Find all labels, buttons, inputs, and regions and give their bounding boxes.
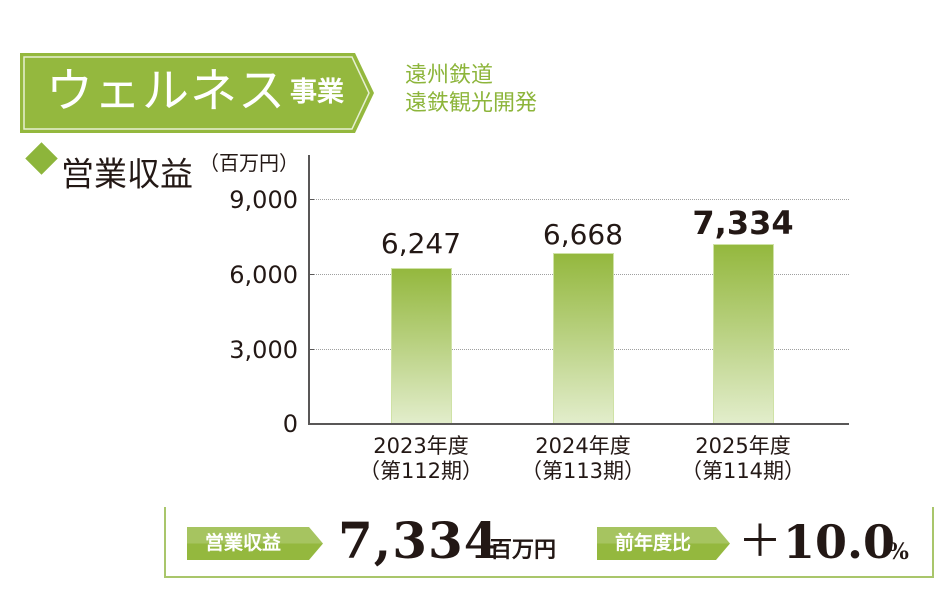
segment-subtitle: 事業: [290, 77, 344, 108]
chart-heading: 営業収益 （百万円）: [22, 142, 299, 196]
company-list: 遠州鉄道 遠鉄観光開発: [405, 62, 537, 118]
bar-2024: [553, 253, 614, 424]
bar-2025: [713, 244, 774, 424]
x-category-label: 2025年度 （第114期）: [663, 434, 823, 484]
y-tick-label: 6,000: [229, 261, 298, 289]
y-tick-label: 9,000: [229, 186, 298, 214]
y-tick: [308, 274, 314, 275]
bar-value-label: 6,247: [380, 227, 462, 260]
summary-box: [164, 507, 934, 578]
category-period: （第112期）: [358, 459, 484, 483]
diamond-bullet-icon: [25, 142, 58, 175]
chart-title: 営業収益: [61, 154, 193, 194]
x-axis: [308, 423, 849, 425]
bar-2023: [391, 268, 452, 424]
x-category-label: 2023年度 （第112期）: [341, 434, 501, 484]
y-tick: [308, 349, 314, 350]
revenue-value: 7,334: [338, 511, 500, 570]
y-tick: [308, 199, 314, 200]
category-year: 2024年度: [535, 434, 631, 458]
y-axis: [308, 155, 310, 425]
revenue-tag: 営業収益: [187, 527, 323, 560]
category-period: （第114期）: [680, 459, 806, 483]
yoy-percent-sign: %: [888, 539, 909, 565]
gridline-9000: [310, 199, 849, 200]
category-year: 2023年度: [373, 434, 469, 458]
bar-value-label-highlight: 7,334: [692, 204, 794, 242]
segment-title: ウェルネス: [46, 64, 286, 119]
y-tick-label: 3,000: [229, 336, 298, 364]
bar-value-label: 6,668: [542, 218, 624, 251]
category-period: （第113期）: [520, 459, 646, 483]
segment-banner: ウェルネス 事業: [20, 53, 374, 133]
yoy-plus-sign: ＋: [738, 516, 782, 567]
yoy-tag: 前年度比: [597, 527, 730, 560]
category-year: 2025年度: [695, 434, 791, 458]
y-tick-label: 0: [282, 410, 298, 438]
yoy-value: 10.0: [783, 515, 896, 569]
revenue-unit: 百万円: [490, 538, 557, 563]
company-name: 遠州鉄道: [405, 63, 494, 88]
banner-arrow-shape: [20, 53, 374, 133]
x-category-label: 2024年度 （第113期）: [503, 434, 663, 484]
company-name: 遠鉄観光開発: [405, 91, 538, 116]
chart-unit: （百万円）: [199, 151, 299, 175]
